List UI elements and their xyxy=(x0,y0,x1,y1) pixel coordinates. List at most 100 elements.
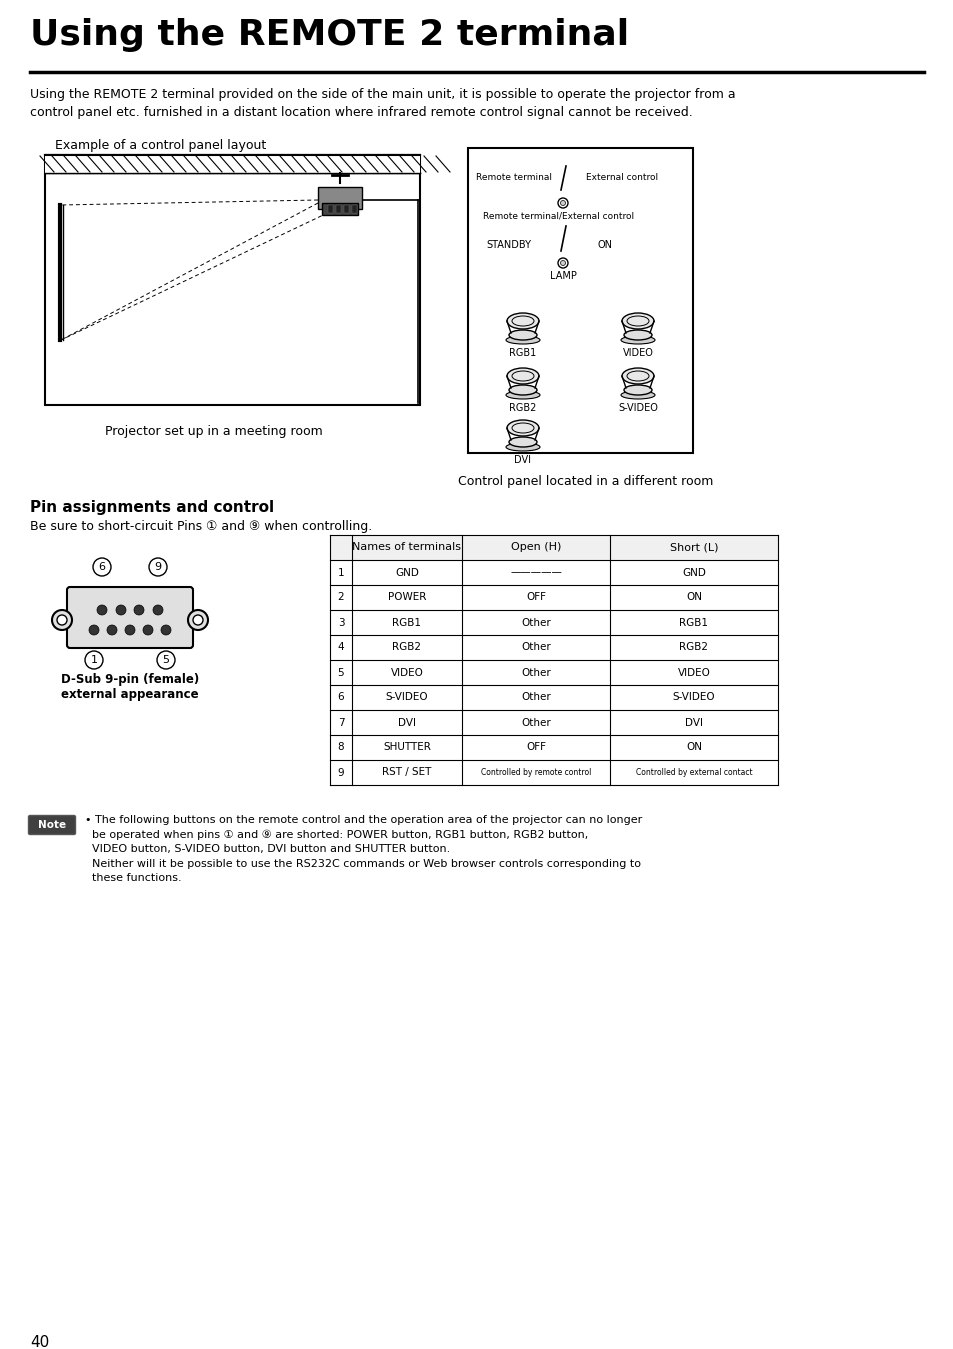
Text: RGB1: RGB1 xyxy=(392,618,421,627)
Circle shape xyxy=(152,604,163,615)
Text: external appearance: external appearance xyxy=(61,688,198,701)
Text: Note: Note xyxy=(38,820,66,830)
Bar xyxy=(468,148,692,453)
Ellipse shape xyxy=(620,391,655,399)
Text: Remote terminal: Remote terminal xyxy=(476,174,552,182)
Circle shape xyxy=(558,198,567,208)
Ellipse shape xyxy=(506,368,538,384)
Text: Other: Other xyxy=(520,692,550,703)
Bar xyxy=(330,759,778,785)
Text: Example of a control panel layout: Example of a control panel layout xyxy=(55,139,266,152)
Text: VIDEO: VIDEO xyxy=(622,348,653,357)
Bar xyxy=(330,585,778,610)
Text: 9: 9 xyxy=(154,563,161,572)
Circle shape xyxy=(161,625,171,635)
Text: —————: ————— xyxy=(510,568,561,577)
Text: Projector set up in a meeting room: Projector set up in a meeting room xyxy=(105,425,322,438)
Bar xyxy=(328,205,333,213)
Ellipse shape xyxy=(505,336,539,344)
Text: RGB2: RGB2 xyxy=(679,642,708,653)
Text: RGB1: RGB1 xyxy=(509,348,536,357)
Text: Control panel located in a different room: Control panel located in a different roo… xyxy=(457,475,713,488)
Text: 7: 7 xyxy=(337,718,344,727)
Text: 9: 9 xyxy=(337,768,344,777)
Circle shape xyxy=(85,652,103,669)
Bar xyxy=(330,635,778,660)
Circle shape xyxy=(149,558,167,576)
Text: D-Sub 9-pin (female): D-Sub 9-pin (female) xyxy=(61,673,199,687)
Text: S-VIDEO: S-VIDEO xyxy=(618,403,658,413)
Circle shape xyxy=(143,625,152,635)
Text: 1: 1 xyxy=(91,656,97,665)
Ellipse shape xyxy=(509,331,537,340)
Text: Open (H): Open (H) xyxy=(510,542,560,553)
Text: SHUTTER: SHUTTER xyxy=(383,742,431,753)
Ellipse shape xyxy=(506,420,538,436)
Ellipse shape xyxy=(509,437,537,447)
Text: S-VIDEO: S-VIDEO xyxy=(385,692,428,703)
Circle shape xyxy=(188,610,208,630)
Circle shape xyxy=(52,610,71,630)
Text: GND: GND xyxy=(395,568,418,577)
Text: 5: 5 xyxy=(337,668,344,677)
FancyBboxPatch shape xyxy=(29,816,75,835)
Bar xyxy=(322,202,357,214)
Text: RGB1: RGB1 xyxy=(679,618,708,627)
Text: DVI: DVI xyxy=(684,718,702,727)
Ellipse shape xyxy=(506,313,538,329)
Text: LAMP: LAMP xyxy=(549,271,576,281)
Text: RST / SET: RST / SET xyxy=(382,768,432,777)
Text: POWER: POWER xyxy=(388,592,426,603)
Bar xyxy=(45,155,419,405)
Text: OFF: OFF xyxy=(525,742,545,753)
Bar xyxy=(352,205,356,213)
Text: Controlled by remote control: Controlled by remote control xyxy=(480,768,591,777)
Text: Other: Other xyxy=(520,718,550,727)
Circle shape xyxy=(92,558,111,576)
Text: RGB2: RGB2 xyxy=(392,642,421,653)
Bar xyxy=(335,205,340,213)
Bar xyxy=(344,205,349,213)
Bar xyxy=(330,610,778,635)
Bar xyxy=(330,660,778,685)
Text: Short (L): Short (L) xyxy=(669,542,718,553)
Text: DVI: DVI xyxy=(514,455,531,465)
Circle shape xyxy=(558,258,567,268)
Text: 6: 6 xyxy=(337,692,344,703)
Circle shape xyxy=(97,604,107,615)
Text: RGB2: RGB2 xyxy=(509,403,537,413)
Circle shape xyxy=(157,652,174,669)
Ellipse shape xyxy=(505,442,539,451)
Text: ON: ON xyxy=(685,592,701,603)
Text: Other: Other xyxy=(520,618,550,627)
Text: VIDEO: VIDEO xyxy=(677,668,710,677)
Text: ON: ON xyxy=(685,742,701,753)
Text: DVI: DVI xyxy=(397,718,416,727)
Text: Other: Other xyxy=(520,642,550,653)
Circle shape xyxy=(560,201,565,205)
Circle shape xyxy=(57,615,67,625)
Text: 1: 1 xyxy=(337,568,344,577)
Bar xyxy=(330,735,778,759)
Circle shape xyxy=(560,260,565,266)
Text: • The following buttons on the remote control and the operation area of the proj: • The following buttons on the remote co… xyxy=(85,815,641,884)
Text: Pin assignments and control: Pin assignments and control xyxy=(30,500,274,515)
Ellipse shape xyxy=(620,336,655,344)
Text: Using the REMOTE 2 terminal: Using the REMOTE 2 terminal xyxy=(30,18,628,53)
Text: 6: 6 xyxy=(98,563,106,572)
Text: Using the REMOTE 2 terminal provided on the side of the main unit, it is possibl: Using the REMOTE 2 terminal provided on … xyxy=(30,88,735,119)
Text: STANDBY: STANDBY xyxy=(485,240,531,250)
Bar xyxy=(45,155,419,173)
Bar xyxy=(330,536,778,560)
Circle shape xyxy=(107,625,117,635)
Ellipse shape xyxy=(623,384,651,395)
Bar xyxy=(330,710,778,735)
Text: GND: GND xyxy=(681,568,705,577)
Text: 3: 3 xyxy=(337,618,344,627)
Text: Be sure to short-circuit Pins ① and ⑨ when controlling.: Be sure to short-circuit Pins ① and ⑨ wh… xyxy=(30,519,372,533)
Circle shape xyxy=(116,604,126,615)
Text: VIDEO: VIDEO xyxy=(390,668,423,677)
FancyBboxPatch shape xyxy=(67,587,193,648)
Circle shape xyxy=(89,625,99,635)
Bar xyxy=(317,188,361,209)
